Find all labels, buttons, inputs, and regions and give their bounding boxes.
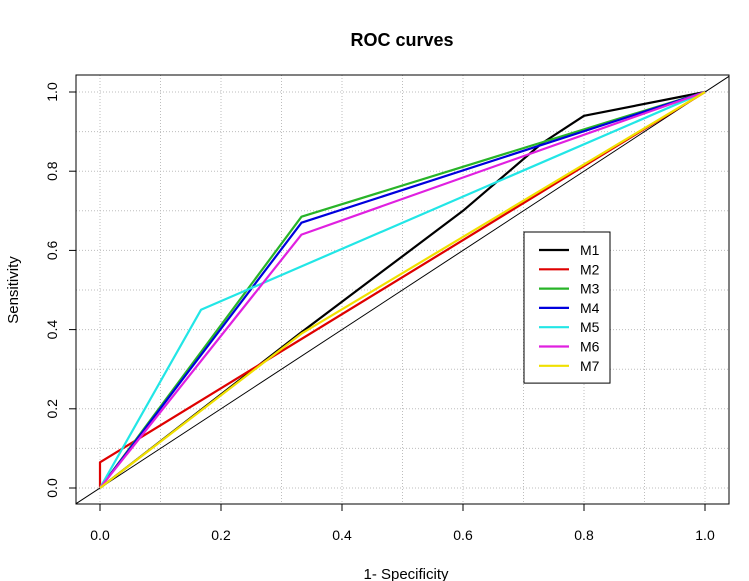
x-tick-label: 1.0 — [695, 527, 715, 543]
series-group — [98, 90, 706, 489]
plot-frame — [75, 74, 730, 505]
legend-label-m6: M6 — [580, 339, 600, 355]
y-tick-label: 0.0 — [44, 478, 60, 498]
x-tick-label: 0.6 — [453, 527, 473, 543]
y-axis-label: Sensitivity — [5, 256, 22, 324]
reference-diagonal — [75, 75, 730, 505]
legend-label-m2: M2 — [580, 261, 600, 277]
legend-label-m3: M3 — [580, 281, 600, 297]
legend-label-m1: M1 — [580, 242, 600, 258]
x-axis: 0.0 0.2 0.4 0.6 0.8 1.0 — [90, 504, 715, 543]
y-axis: 0.0 0.2 0.4 0.6 0.8 1.0 — [44, 82, 76, 498]
y-tick-label: 0.6 — [44, 240, 60, 260]
y-tick-label: 1.0 — [44, 82, 60, 102]
x-tick-label: 0.4 — [332, 527, 352, 543]
y-tick-label: 0.2 — [44, 399, 60, 419]
reference-line — [75, 75, 730, 505]
chart-title: ROC curves — [350, 30, 453, 50]
x-tick-label: 0.0 — [90, 527, 110, 543]
x-axis-label: 1- Specificity — [363, 566, 449, 581]
legend-label-m5: M5 — [580, 319, 600, 335]
series-line-m4 — [99, 90, 706, 489]
y-tick-label: 0.4 — [44, 320, 60, 340]
legend-label-m7: M7 — [580, 358, 600, 374]
legend: M1 M2 M3 M4 M5 M6 M7 — [523, 231, 611, 384]
legend-label-m4: M4 — [580, 300, 600, 316]
y-tick-label: 0.8 — [44, 161, 60, 181]
series-line-m6 — [99, 90, 706, 489]
series-line-m3 — [99, 90, 706, 489]
series-line-m7 — [99, 91, 706, 489]
series-line-m2 — [98, 91, 706, 488]
series-line-m5 — [99, 90, 706, 489]
grid — [76, 75, 729, 504]
x-tick-label: 0.2 — [211, 527, 231, 543]
x-tick-label: 0.8 — [574, 527, 594, 543]
